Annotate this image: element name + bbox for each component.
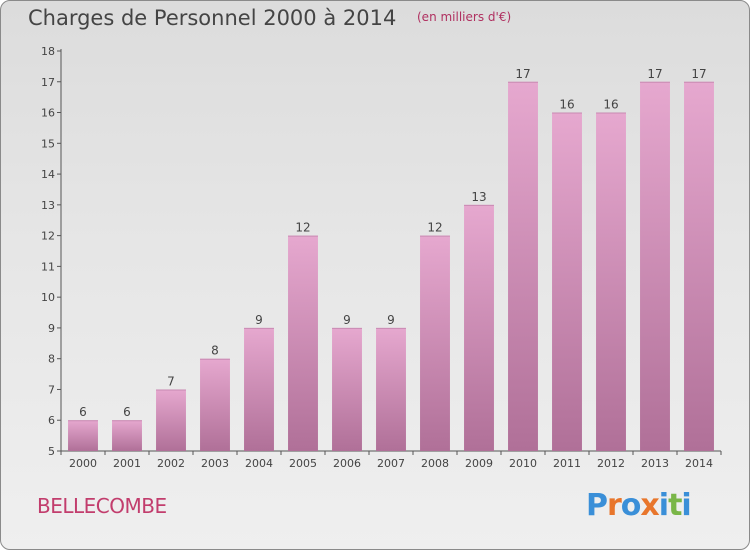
data-label-2009: 13 (471, 190, 486, 204)
x-tick-label-2008: 2008 (421, 457, 449, 470)
data-label-2013: 17 (647, 67, 662, 81)
data-label-2006: 9 (343, 313, 351, 327)
bar-2005 (288, 235, 318, 451)
x-tick-label-2006: 2006 (333, 457, 361, 470)
x-tick-label-2003: 2003 (201, 457, 229, 470)
logo-letter: t (668, 488, 682, 523)
data-label-2012: 16 (603, 98, 618, 112)
y-tick-label: 16 (41, 107, 55, 120)
bar-2014 (684, 81, 714, 452)
x-tick-label-2014: 2014 (685, 457, 713, 470)
bar-2000 (68, 420, 98, 451)
x-tick-label-2010: 2010 (509, 457, 537, 470)
x-tick-label-2005: 2005 (289, 457, 317, 470)
y-tick-label: 10 (41, 291, 55, 304)
logo-letter: r (607, 488, 622, 523)
y-tick-label: 11 (41, 260, 55, 273)
y-tick-label: 7 (48, 383, 55, 396)
data-label-2011: 16 (559, 98, 574, 112)
bar-2003 (200, 358, 230, 451)
x-tick-label-2013: 2013 (641, 457, 669, 470)
x-tick-label-2011: 2011 (553, 457, 581, 470)
logo-letter: P (586, 488, 608, 523)
bar-2001 (112, 420, 142, 451)
x-tick-label-2012: 2012 (597, 457, 625, 470)
bar-2004 (244, 327, 274, 451)
x-tick-label-2000: 2000 (69, 457, 97, 470)
bar-2002 (156, 389, 186, 451)
data-label-2014: 17 (691, 67, 706, 81)
bar-2012 (596, 112, 626, 452)
y-tick-label: 5 (48, 445, 55, 458)
data-label-2000: 6 (79, 405, 87, 419)
chart-title: Charges de Personnel 2000 à 2014 (en mil… (28, 6, 511, 30)
proxiti-logo: Proxiti (586, 488, 692, 523)
logo-letter: i (681, 488, 691, 523)
y-tick-label: 17 (41, 76, 55, 89)
data-label-2003: 8 (211, 344, 219, 358)
bar-2013 (640, 81, 670, 452)
data-label-2005: 12 (295, 221, 310, 235)
data-label-2008: 12 (427, 221, 442, 235)
y-tick-label: 14 (41, 168, 55, 181)
bar-2011 (552, 112, 582, 452)
title-unit: (en milliers d'€) (417, 10, 512, 24)
x-tick-label-2002: 2002 (157, 457, 185, 470)
bar-2008 (420, 235, 450, 451)
bar-2006 (332, 327, 362, 451)
data-label-2007: 9 (387, 313, 395, 327)
y-tick-label: 6 (48, 414, 55, 427)
logo-letter: x (640, 488, 659, 523)
bar-2007 (376, 327, 406, 451)
y-tick-label: 15 (41, 137, 55, 150)
y-tick-label: 18 (41, 45, 55, 58)
y-tick-label: 13 (41, 199, 55, 212)
x-tick-label-2007: 2007 (377, 457, 405, 470)
y-tick-label: 12 (41, 230, 55, 243)
data-label-2010: 17 (515, 67, 530, 81)
bar-2009 (464, 204, 494, 451)
data-label-2001: 6 (123, 405, 131, 419)
bar-2010 (508, 81, 538, 452)
y-tick-label: 9 (48, 322, 55, 335)
commune-name: BELLECOMBE (37, 494, 167, 518)
x-tick-label-2009: 2009 (465, 457, 493, 470)
logo-letter: o (620, 488, 642, 523)
x-tick-label-2001: 2001 (113, 457, 141, 470)
logo-letter: i (658, 488, 669, 523)
y-tick-label: 8 (48, 353, 55, 366)
x-tick-label-2004: 2004 (245, 457, 273, 470)
data-label-2002: 7 (167, 374, 175, 388)
title-text: Charges de Personnel 2000 à 2014 (28, 6, 397, 30)
data-label-2004: 9 (255, 313, 263, 327)
